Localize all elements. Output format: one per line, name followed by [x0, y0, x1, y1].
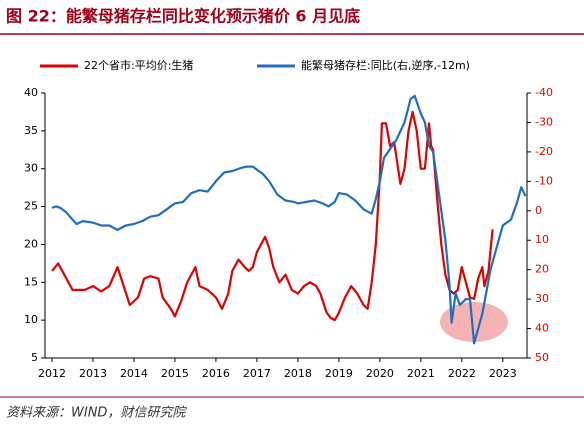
y2-tick-label: 10: [535, 233, 549, 246]
y-tick-label: 35: [24, 124, 38, 137]
x-tick-label: 2013: [79, 367, 107, 380]
legend-label: 能繁母猪存栏:同比(右,逆序,-12m): [301, 58, 470, 72]
x-tick-label: 2014: [120, 367, 148, 380]
x-tick-label: 2023: [489, 367, 517, 380]
y-tick-label: 30: [24, 162, 38, 175]
y2-tick-label: 20: [535, 263, 549, 276]
y2-tick-label: -30: [535, 115, 553, 128]
x-tick-label: 2015: [161, 367, 189, 380]
chart-title: 图 22：能繁母猪存栏同比变化预示猪价 6 月见底: [6, 7, 360, 26]
source-note: 资料来源：WIND，财信研究院: [6, 405, 187, 421]
x-tick-label: 2019: [325, 367, 353, 380]
x-tick-label: 2022: [448, 367, 476, 380]
x-tick-label: 2012: [38, 367, 66, 380]
y-tick-label: 15: [24, 275, 38, 288]
y-tick-label: 20: [24, 237, 38, 250]
y2-tick-label: 40: [535, 322, 549, 335]
x-tick-label: 2018: [284, 367, 312, 380]
legend-label: 22个省市:平均价:生猪: [84, 58, 193, 72]
y-tick-label: 10: [24, 313, 38, 326]
y-tick-label: 5: [31, 351, 38, 364]
x-tick-label: 2020: [366, 367, 394, 380]
highlight-ellipse: [440, 302, 508, 342]
y2-tick-label: -40: [535, 86, 553, 99]
y2-tick-label: 50: [535, 351, 549, 364]
y-tick-label: 25: [24, 200, 38, 213]
x-tick-label: 2021: [407, 367, 435, 380]
y2-tick-label: -10: [535, 174, 553, 187]
x-tick-label: 2016: [202, 367, 230, 380]
y-tick-label: 40: [24, 86, 38, 99]
series-line: [51, 94, 527, 345]
y2-tick-label: 0: [535, 204, 542, 217]
y2-tick-label: -20: [535, 145, 553, 158]
y2-tick-label: 30: [535, 292, 549, 305]
series-line: [51, 110, 494, 322]
x-tick-label: 2017: [243, 367, 271, 380]
